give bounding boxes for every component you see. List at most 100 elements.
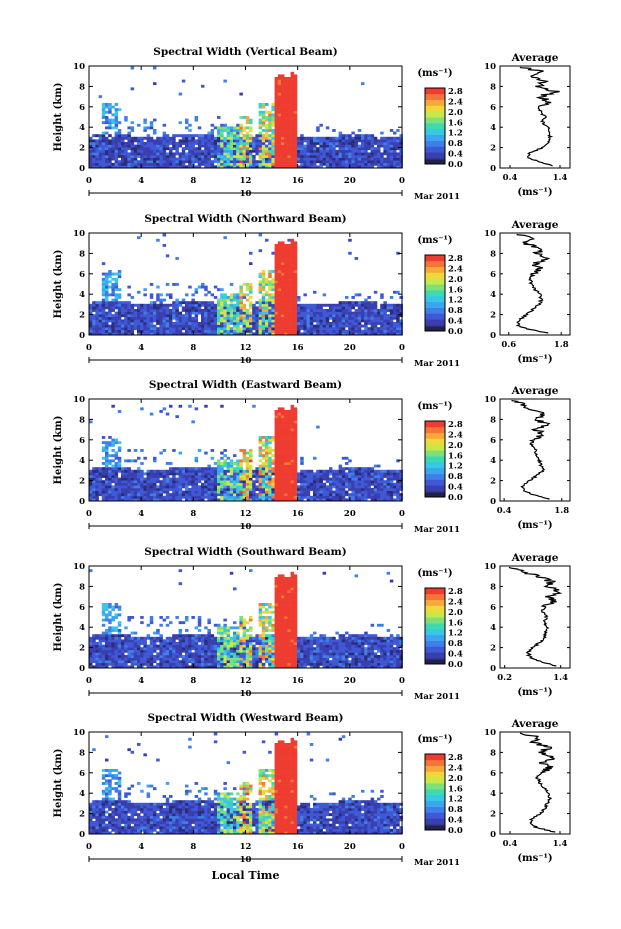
- profile-frame: [499, 398, 571, 502]
- profile-frame: [499, 65, 571, 169]
- colorbar-swatch: [425, 93, 445, 100]
- colorbar-tick-label: 1.6: [448, 451, 463, 461]
- colorbar-swatch: [425, 123, 445, 130]
- date-label: Mar 2011: [414, 192, 460, 202]
- y-tick-label: 4: [79, 123, 85, 133]
- colorbar-tick-label: 0.0: [448, 327, 463, 337]
- x-tick-label: 0: [399, 343, 405, 353]
- profile-y-tick-label: 2: [490, 144, 496, 154]
- x-tick-label: 4: [138, 176, 144, 186]
- x-tick-label: 12: [240, 842, 252, 852]
- profile-x-label: (ms⁻¹): [517, 520, 552, 531]
- x-tick-label: 0: [86, 509, 92, 519]
- x-tick-label: 20: [344, 176, 356, 186]
- y-tick-label: 10: [73, 562, 85, 572]
- profile-frame: [499, 731, 571, 835]
- colorbar-tick-label: 2.4: [448, 97, 463, 107]
- profile-title: Average: [511, 385, 559, 397]
- x-tick-label: 0: [86, 842, 92, 852]
- y-tick-label: 6: [79, 603, 85, 613]
- y-tick-label: 0: [79, 331, 85, 341]
- y-tick-label: 2: [79, 311, 85, 321]
- profile-x-label: (ms⁻¹): [517, 187, 552, 198]
- y-tick-label: 10: [73, 728, 85, 738]
- colorbar-swatch: [425, 111, 445, 118]
- colorbar-swatch: [425, 660, 445, 664]
- colorbar-tick-label: 0.0: [448, 826, 463, 836]
- profile-y-tick-label: 8: [490, 249, 496, 259]
- heatmap-field: [89, 66, 403, 169]
- date-label: Mar 2011: [414, 858, 460, 868]
- profile-title: Average: [511, 52, 559, 64]
- colorbar-swatch: [425, 99, 445, 106]
- colorbar-swatch: [425, 146, 445, 153]
- x-tick-label: 0: [399, 676, 405, 686]
- profile-title: Average: [511, 552, 559, 564]
- colorbar-swatch: [425, 117, 445, 124]
- colorbar-tick-label: 1.2: [448, 296, 463, 306]
- colorbar-tick-label: 2.8: [448, 420, 463, 430]
- x-tick-label: 0: [399, 842, 405, 852]
- y-tick-label: 4: [79, 290, 85, 300]
- colorbar-tick-label: 1.6: [448, 784, 463, 794]
- x-tick-label: 12: [240, 343, 252, 353]
- colorbar-tick-label: 0.4: [448, 483, 463, 493]
- colorbar-tick-label: 2.4: [448, 430, 463, 440]
- y-tick-label: 8: [79, 82, 85, 92]
- colorbar-swatch: [425, 794, 445, 802]
- y-tick-label: 8: [79, 582, 85, 592]
- profile-x-tick-label: 1.4: [553, 839, 568, 849]
- y-axis-label: Height (km): [53, 583, 64, 652]
- date-label: Mar 2011: [414, 692, 460, 702]
- profile-y-tick-label: 0: [490, 164, 496, 174]
- colorbar-tick-label: 0.4: [448, 150, 463, 160]
- colorbar-swatch: [425, 485, 445, 492]
- profile-y-tick-label: 10: [484, 728, 496, 738]
- profile-x-label: (ms⁻¹): [517, 687, 552, 698]
- colorbar-swatch: [425, 456, 445, 463]
- profile-line: [511, 399, 551, 500]
- date-day: 10: [240, 522, 252, 532]
- colorbar-swatch: [425, 255, 445, 262]
- profile-y-tick-label: 8: [490, 415, 496, 425]
- y-tick-label: 10: [73, 62, 85, 72]
- y-axis-label: Height (km): [53, 250, 64, 319]
- colorbar-swatch: [425, 818, 445, 825]
- colorbar-swatch: [425, 319, 445, 326]
- y-tick-label: 0: [79, 830, 85, 840]
- profile-line: [508, 566, 563, 667]
- panel-5: Spectral Width (Westward Beam) 0 2 4 6 8 10 0 4 8…: [53, 712, 571, 882]
- colorbar-swatch: [425, 759, 445, 766]
- profile-line: [515, 233, 551, 334]
- colorbar-swatch: [425, 290, 445, 297]
- colorbar-tick-label: 2.4: [448, 763, 463, 773]
- x-tick-label: 0: [399, 509, 405, 519]
- colorbar-unit: (ms⁻¹): [417, 68, 452, 79]
- colorbar-swatch: [425, 754, 445, 761]
- colorbar-tick-label: 2.0: [448, 774, 463, 784]
- date-day: 10: [240, 189, 252, 199]
- colorbar-unit: (ms⁻¹): [417, 734, 452, 745]
- x-tick-label: 16: [292, 343, 304, 353]
- y-axis-label: Height (km): [53, 749, 64, 818]
- profile-y-tick-label: 10: [484, 62, 496, 72]
- x-tick-label: 12: [240, 676, 252, 686]
- profile-x-label: (ms⁻¹): [517, 354, 552, 365]
- profile-y-tick-label: 4: [490, 623, 496, 633]
- x-tick-label: 4: [138, 676, 144, 686]
- colorbar-swatch: [425, 295, 445, 303]
- colorbar-swatch: [425, 765, 445, 772]
- plot-title: Spectral Width (Southward Beam): [144, 546, 346, 558]
- colorbar-swatch: [425, 812, 445, 819]
- profile-y-tick-label: 10: [484, 229, 496, 239]
- colorbar-swatch: [425, 806, 445, 813]
- colorbar-tick-label: 0.0: [448, 160, 463, 170]
- colorbar-swatch: [425, 646, 445, 653]
- heatmap-field: [89, 569, 403, 669]
- colorbar-swatch: [425, 593, 445, 600]
- colorbar-tick-label: 2.8: [448, 87, 463, 97]
- colorbar-tick-label: 1.6: [448, 118, 463, 128]
- profile-y-tick-label: 4: [490, 789, 496, 799]
- colorbar-unit: (ms⁻¹): [417, 235, 452, 246]
